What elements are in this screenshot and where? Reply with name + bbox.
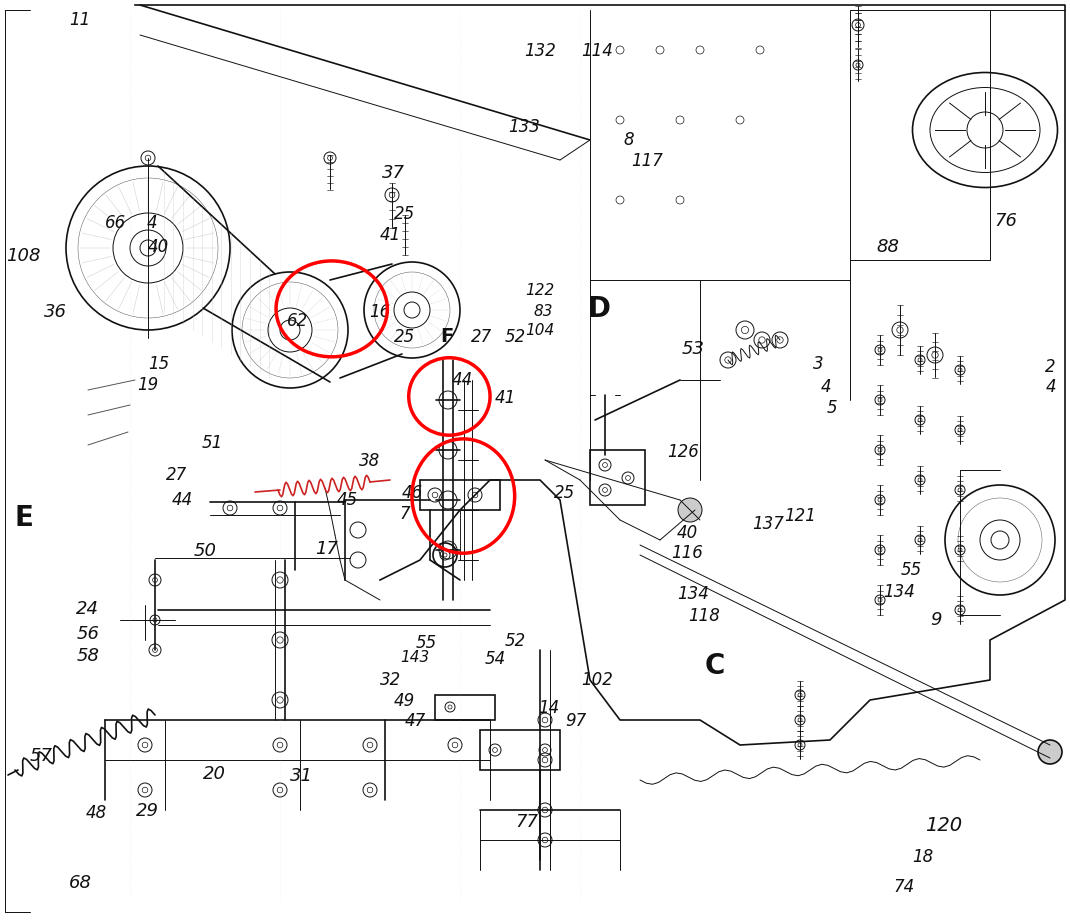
Text: 38: 38 xyxy=(358,452,380,470)
Text: 8: 8 xyxy=(624,131,635,149)
Text: 4: 4 xyxy=(821,378,831,396)
Text: 116: 116 xyxy=(671,544,703,562)
Text: 56: 56 xyxy=(76,625,100,644)
Text: 53: 53 xyxy=(682,339,705,358)
Text: 47: 47 xyxy=(404,712,426,730)
Text: 27: 27 xyxy=(166,466,187,484)
Text: 55: 55 xyxy=(901,561,922,579)
Bar xyxy=(435,695,495,720)
Text: 58: 58 xyxy=(76,647,100,666)
Text: 20: 20 xyxy=(202,765,226,784)
Text: 17: 17 xyxy=(315,539,338,558)
Text: 41: 41 xyxy=(494,389,516,408)
Text: 118: 118 xyxy=(688,607,720,625)
Text: 40: 40 xyxy=(676,524,698,542)
Text: 48: 48 xyxy=(86,804,107,822)
Text: 29: 29 xyxy=(136,802,159,821)
Text: C: C xyxy=(704,652,725,680)
Text: 76: 76 xyxy=(994,212,1018,230)
Text: 37: 37 xyxy=(382,164,406,183)
Text: 51: 51 xyxy=(201,433,223,452)
Text: 5: 5 xyxy=(827,398,838,417)
Text: 108: 108 xyxy=(6,247,41,266)
Text: 46: 46 xyxy=(401,484,423,502)
Text: 18: 18 xyxy=(912,848,933,867)
Text: 114: 114 xyxy=(581,41,613,60)
Text: 74: 74 xyxy=(893,878,915,896)
Text: 83: 83 xyxy=(534,304,553,319)
Text: 24: 24 xyxy=(76,599,100,618)
Text: 50: 50 xyxy=(194,542,217,561)
Text: 77: 77 xyxy=(515,813,538,832)
Text: 120: 120 xyxy=(926,816,962,834)
Text: 7: 7 xyxy=(399,505,410,524)
Circle shape xyxy=(1038,740,1063,764)
Text: 2: 2 xyxy=(1045,358,1056,376)
Bar xyxy=(590,450,645,505)
Text: 134: 134 xyxy=(883,583,915,601)
Text: 25: 25 xyxy=(394,205,415,223)
Text: 137: 137 xyxy=(752,514,784,533)
Text: 117: 117 xyxy=(631,152,663,171)
Text: 19: 19 xyxy=(137,376,158,395)
Text: 32: 32 xyxy=(380,670,401,689)
Text: 68: 68 xyxy=(68,874,92,892)
Text: 15: 15 xyxy=(148,355,169,373)
Text: 45: 45 xyxy=(337,491,358,509)
Text: 11: 11 xyxy=(70,11,91,30)
Text: 102: 102 xyxy=(581,671,613,690)
Text: 104: 104 xyxy=(525,323,555,337)
Text: 55: 55 xyxy=(415,633,437,652)
Text: 143: 143 xyxy=(400,650,430,665)
Text: 25: 25 xyxy=(394,327,415,346)
Text: 31: 31 xyxy=(290,767,314,786)
Text: 44: 44 xyxy=(171,491,193,509)
Text: 126: 126 xyxy=(667,443,699,461)
Text: 4: 4 xyxy=(1045,378,1056,396)
Text: 25: 25 xyxy=(554,484,576,502)
Text: 57: 57 xyxy=(29,747,52,765)
Text: 62: 62 xyxy=(287,312,308,330)
Text: 49: 49 xyxy=(394,692,415,710)
Text: 52: 52 xyxy=(505,632,526,650)
Bar xyxy=(480,730,560,770)
Text: 16: 16 xyxy=(369,302,391,321)
Text: 97: 97 xyxy=(565,712,586,730)
Text: 3: 3 xyxy=(813,355,824,373)
Text: 54: 54 xyxy=(485,650,506,668)
Text: 52: 52 xyxy=(505,327,526,346)
Text: D: D xyxy=(587,295,611,323)
Bar xyxy=(421,480,500,510)
Text: 44: 44 xyxy=(452,371,473,389)
Text: F: F xyxy=(441,327,454,346)
Text: 132: 132 xyxy=(524,41,556,60)
Text: 122: 122 xyxy=(525,283,555,298)
Text: 121: 121 xyxy=(784,507,816,526)
Text: 36: 36 xyxy=(44,302,67,321)
Circle shape xyxy=(678,498,702,522)
Text: 66: 66 xyxy=(105,214,126,232)
Text: 9: 9 xyxy=(931,610,942,629)
Text: 40: 40 xyxy=(148,238,169,256)
Text: 41: 41 xyxy=(380,226,401,244)
Text: 14: 14 xyxy=(538,699,560,717)
Text: E: E xyxy=(14,504,33,532)
Text: 27: 27 xyxy=(471,327,492,346)
Text: 4: 4 xyxy=(147,214,157,232)
Text: 133: 133 xyxy=(508,118,540,136)
Text: 134: 134 xyxy=(677,585,709,603)
Text: 88: 88 xyxy=(876,238,900,256)
